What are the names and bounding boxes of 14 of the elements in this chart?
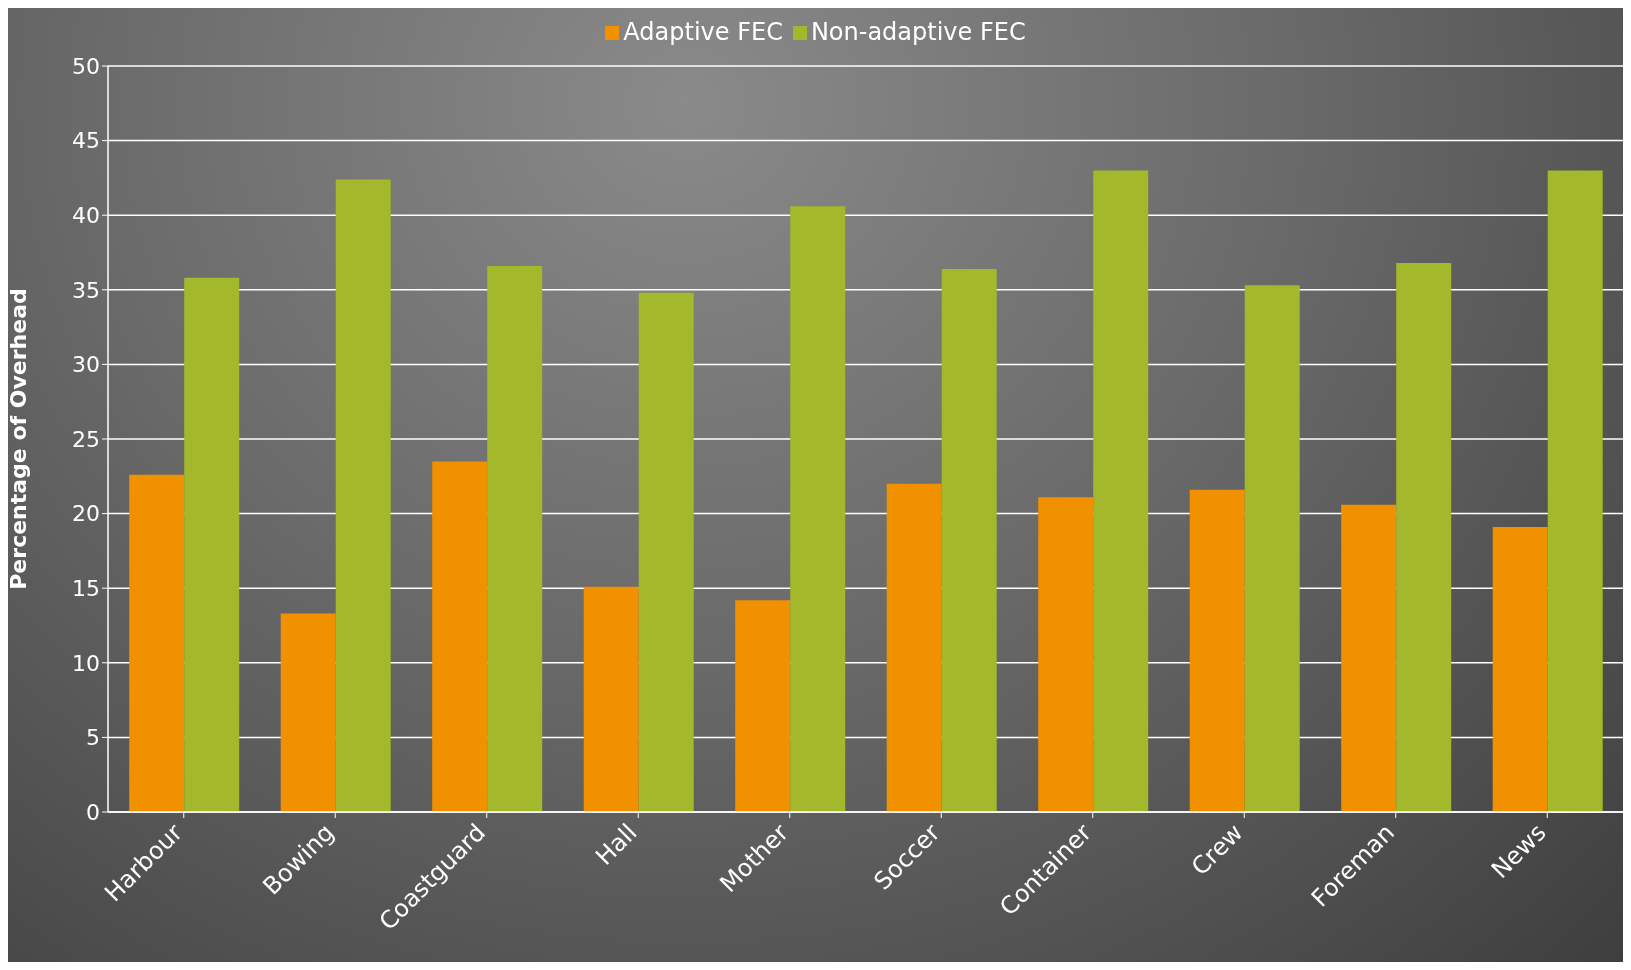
y-tick-label: 25 — [72, 426, 100, 452]
y-tick-label: 50 — [72, 53, 100, 79]
y-tick-label: 40 — [72, 203, 100, 229]
y-tick-label: 35 — [72, 277, 100, 303]
y-tick-label: 5 — [86, 725, 100, 751]
y-tick-label: 10 — [72, 650, 100, 676]
legend-label: Non-adaptive FEC — [810, 18, 1026, 46]
y-tick-label: 30 — [72, 352, 100, 378]
y-tick-label: 20 — [72, 501, 100, 527]
legend-label: Adaptive FEC — [623, 18, 783, 46]
y-tick-label: 45 — [72, 128, 100, 154]
y-axis-title: Percentage of Overhead — [5, 288, 31, 590]
y-tick-label: 0 — [86, 799, 100, 825]
y-tick-label: 15 — [72, 576, 100, 602]
